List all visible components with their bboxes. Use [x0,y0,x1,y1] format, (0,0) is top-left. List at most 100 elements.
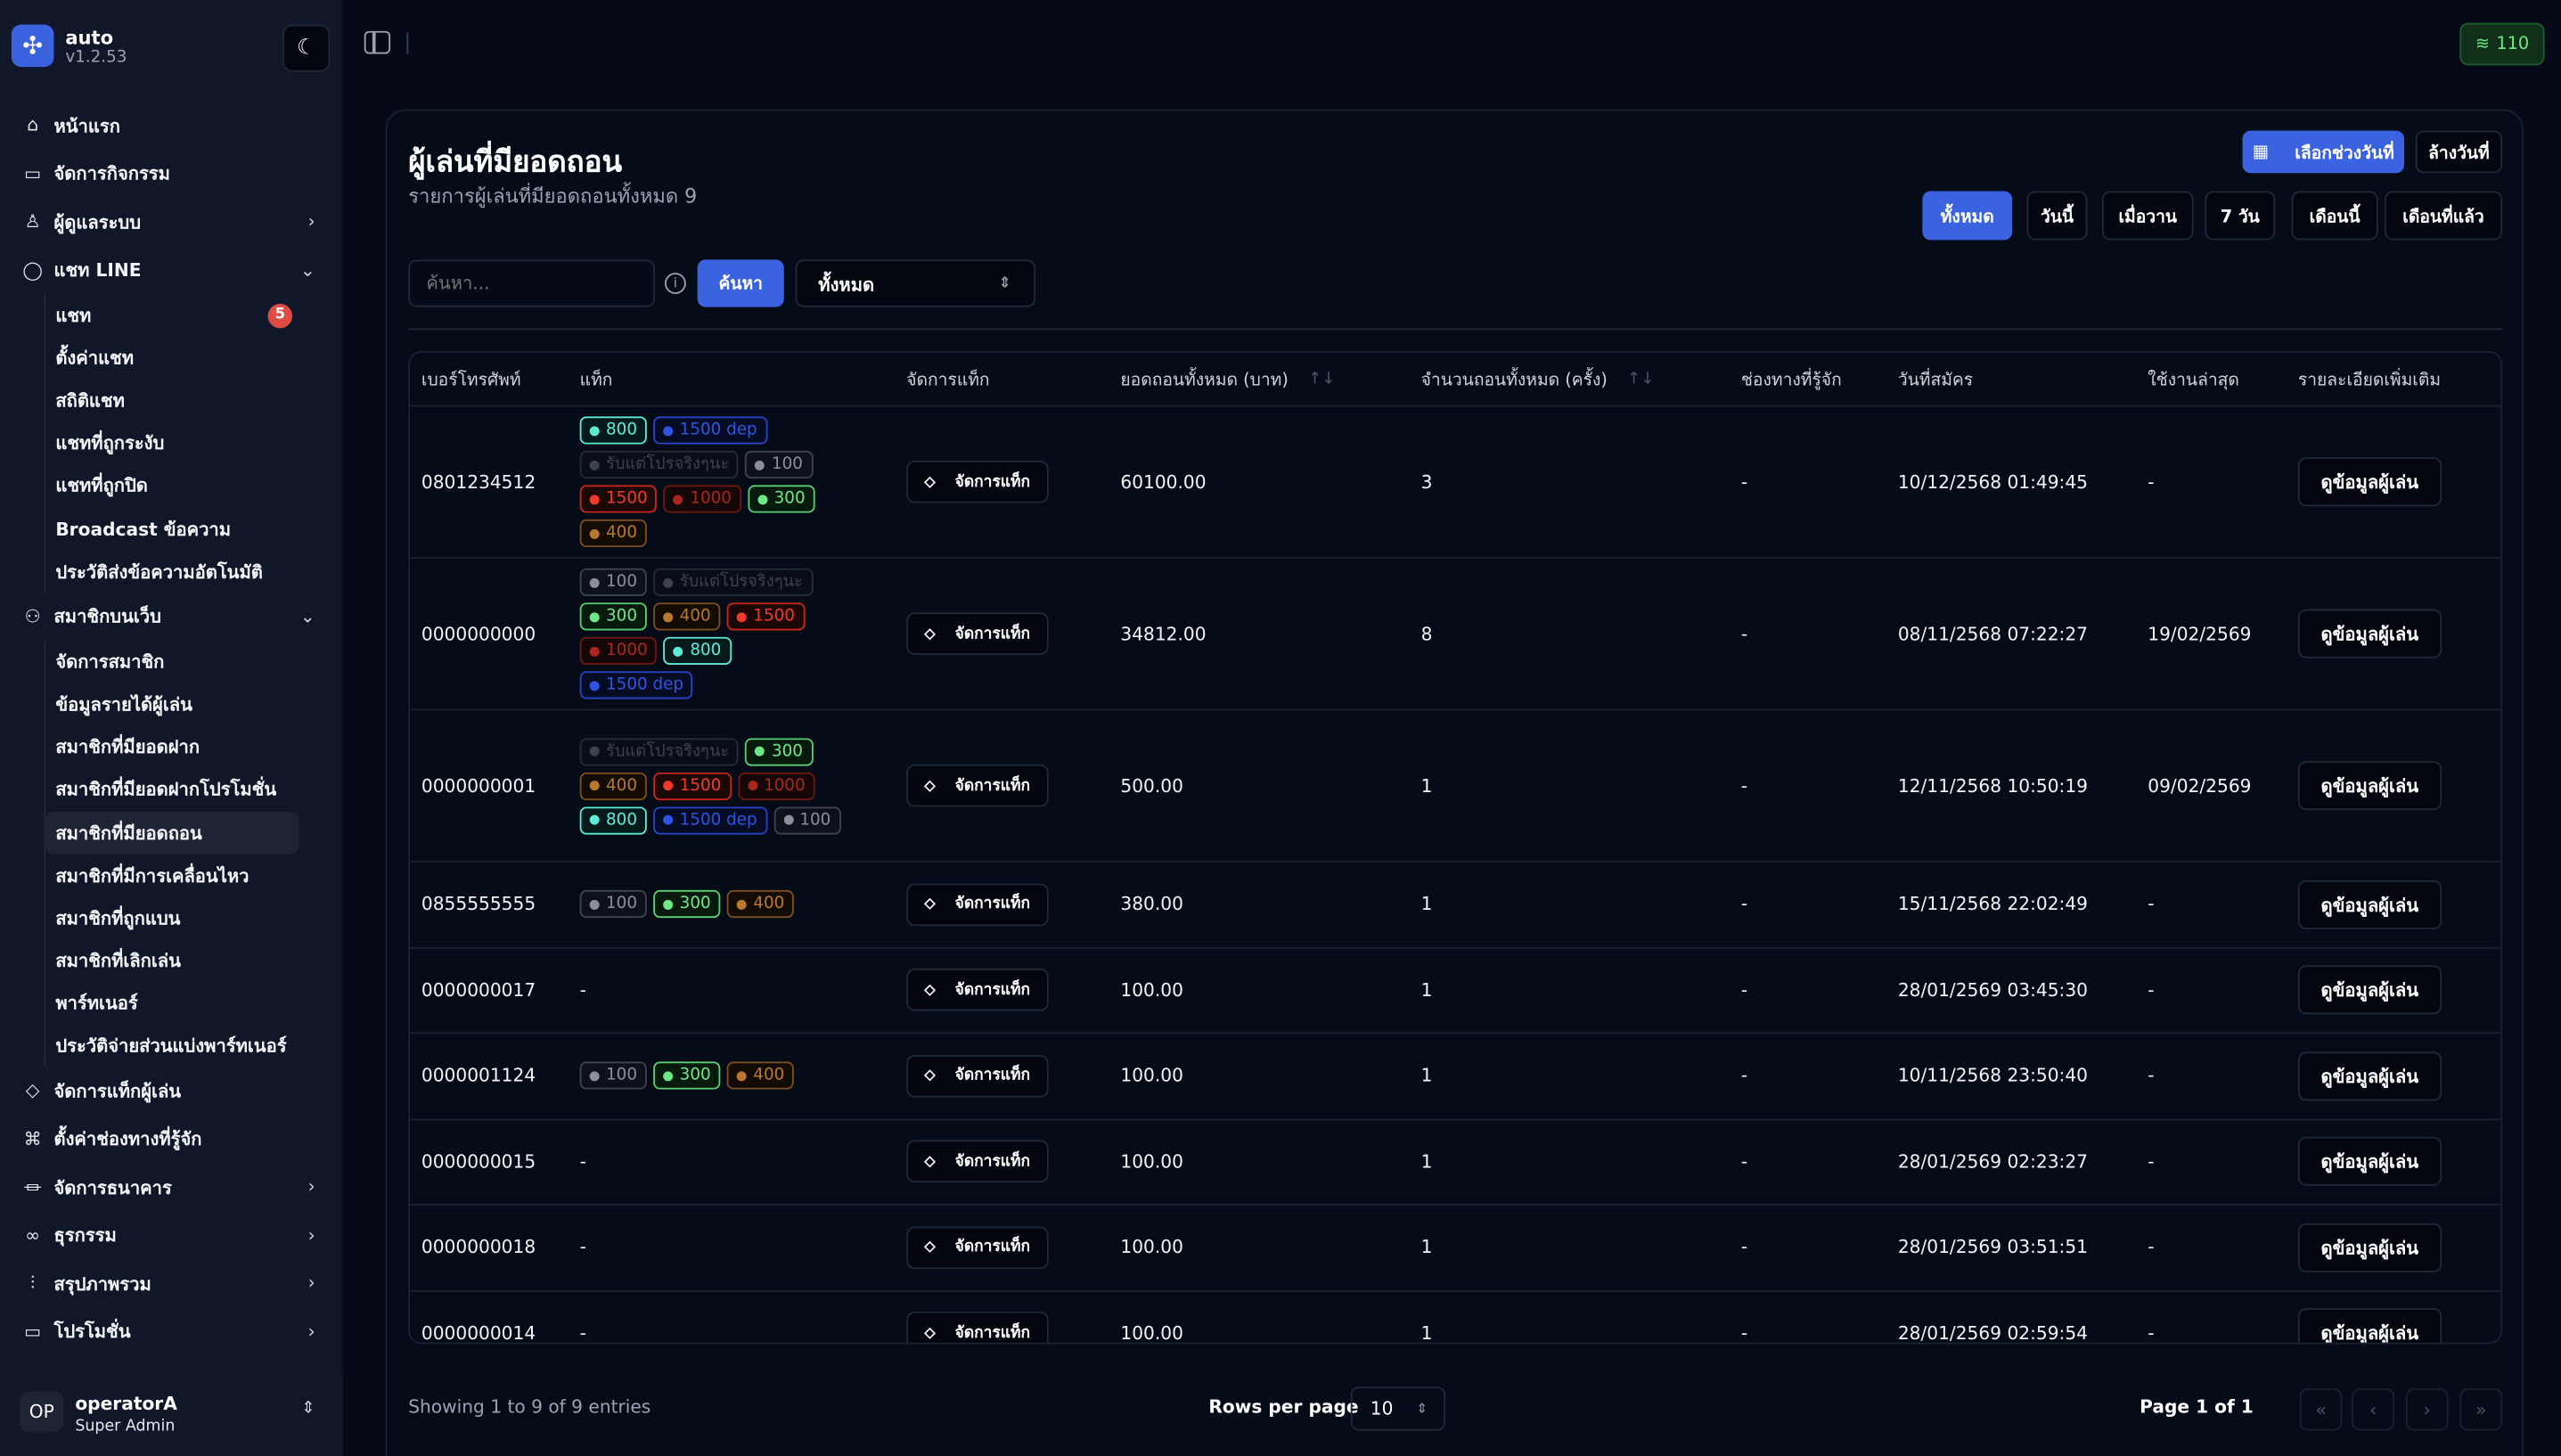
sidebar-subitem[interactable]: แชทที่ถูกปิด [45,464,299,507]
info-icon[interactable]: i [664,273,686,294]
sidebar-subitem[interactable]: ประวัติส่งข้อความอัตโนมัติ [45,550,299,593]
sidebar-item[interactable]: ⏛ จัดการธนาคาร › [0,1163,343,1211]
manage-tags-button[interactable]: ⬦ จัดการแท็ก [906,1054,1049,1098]
sidebar-item[interactable]: ⫶ สรุปภาพรวม › [0,1259,343,1307]
manage-tags-button[interactable]: ⬦ จัดการแท็ก [906,1312,1049,1343]
quick-filter-5[interactable]: เดือนที่แล้ว [2385,191,2503,241]
sidebar-item[interactable]: ▭ โปรโมชั่น › [0,1307,343,1355]
sidebar-subitem[interactable]: สมาชิกที่เลิกเล่น [45,939,299,982]
sidebar-subitem[interactable]: จัดการสมาชิก [45,641,299,683]
entries-summary: Showing 1 to 9 of 9 entries [408,1396,651,1418]
user-menu[interactable]: OP operatorA Super Admin ⇕ [0,1374,343,1456]
sort-icon[interactable]: ↑↓ [1626,370,1655,389]
sidebar-subitem[interactable]: สมาชิกที่มีการเคลื่อนไหว [45,854,299,896]
tag-dot-icon [673,494,683,504]
view-player-button[interactable]: ดูข้อมูลผู้เล่น [2297,1308,2442,1343]
last-page-button[interactable]: » [2459,1387,2503,1431]
sidebar-subitem[interactable]: สมาชิกที่มียอดฝากโปรโมชั่น [45,768,299,811]
rows-per-page-select[interactable]: 10 ⇕ [1350,1386,1446,1431]
next-page-button[interactable]: › [2405,1387,2449,1431]
manage-tags-button[interactable]: ⬦ จัดการแท็ก [906,969,1049,1012]
search-button[interactable]: ค้นหา [697,259,784,307]
quick-filter-0[interactable]: ทั้งหมด [1922,191,2013,241]
sidebar-subitem[interactable]: สมาชิกที่มียอดฝาก [45,725,299,768]
view-player-button[interactable]: ดูข้อมูลผู้เล่น [2297,1223,2442,1272]
cell-details: ดูข้อมูลผู้เล่น [2297,863,2442,946]
prev-page-button[interactable]: ‹ [2352,1387,2395,1431]
app-logo-icon[interactable]: ✣ [11,24,54,68]
cell-amount: 500.00 [1120,710,1183,861]
sidebar-subitem[interactable]: Broadcast ข้อความ [45,507,299,550]
clear-date-button[interactable]: ล้างวันที่ [2415,130,2503,174]
sidebar-item[interactable]: ⚇ สมาชิกบนเว็บ ⌄ [0,593,343,641]
players-table: เบอร์โทรศัพท์ แท็ก จัดการแท็ก ยอดถอนทั้งหมด… [408,351,2503,1345]
phone-number: 0000000001 [421,774,536,797]
sidebar-subitem[interactable]: พาร์ทเนอร์ [45,981,299,1024]
sidebar-item[interactable]: ▭ จัดการกิจกรรม [0,150,343,198]
cell-registered: 10/11/2568 23:50:40 [1898,1034,2088,1117]
sidebar-subitem[interactable]: แชท 5 [45,294,299,337]
registered-date: 12/11/2568 10:50:19 [1897,774,2089,797]
sidebar-toggle-icon[interactable] [364,30,391,54]
view-player-button[interactable]: ดูข้อมูลผู้เล่น [2297,761,2442,811]
sidebar-subitem-label: แชทที่ถูกระงับ [55,433,165,455]
tag-label: 800 [606,811,638,830]
sidebar-item[interactable]: ♙ ผู้ดูแลระบบ › [0,198,343,246]
cell-phone: 0000000000 [421,559,536,709]
view-player-button[interactable]: ดูข้อมูลผู้เล่น [2297,879,2442,929]
column-header[interactable]: จำนวนถอนทั้งหมด (ครั้ง) ↑↓ [1421,353,1655,405]
filter-select[interactable]: ทั้งหมด ⇕ [795,259,1036,307]
sidebar-subitem[interactable]: ตั้งค่าแชท [45,337,299,380]
cell-count: 3 [1421,406,1433,557]
sidebar-item[interactable]: ⌘ ตั้งค่าช่องทางที่รู้จัก [0,1115,343,1163]
manage-tags-button[interactable]: ⬦ จัดการแท็ก [906,1226,1049,1269]
quick-filter-2[interactable]: เมื่อวาน [2101,191,2194,241]
manage-tags-button[interactable]: ⬦ จัดการแท็ก [906,883,1049,926]
sidebar-item[interactable]: ◯ แชท LINE ⌄ [0,246,343,294]
manage-tags-button[interactable]: ⬦ จัดการแท็ก [906,1140,1049,1183]
cell-count: 1 [1421,1034,1433,1117]
view-player-button[interactable]: ดูข้อมูลผู้เล่น [2297,1137,2442,1187]
table-row: 0000000000 100 รับแต่โปรจริงๆนะ 300 400 1500 1… [410,559,2501,711]
cell-amount: 100.00 [1120,1206,1183,1289]
sidebar-subitem[interactable]: ข้อมูลรายได้ผู้เล่น [45,683,299,726]
ticket-icon: ▭ [24,1321,42,1343]
sidebar-item[interactable]: ∞ ธุรกรรม › [0,1211,343,1259]
view-player-button[interactable]: ดูข้อมูลผู้เล่น [2297,1051,2442,1100]
tag-label: รับแต่โปรจริงๆนะ [606,455,730,474]
sidebar-item[interactable]: ◇ จัดการแท็กผู้เล่น [0,1067,343,1115]
quick-filter-1[interactable]: วันนี้ [2026,191,2088,241]
sidebar-subitem[interactable]: สมาชิกที่ถูกแบน [45,896,299,939]
quick-filter-3[interactable]: 7 วัน [2205,191,2276,241]
last-active: - [2148,1150,2155,1173]
view-player-button[interactable]: ดูข้อมูลผู้เล่น [2297,457,2442,507]
withdraw-count: 1 [1420,894,1433,915]
view-player-button[interactable]: ดูข้อมูลผู้เล่น [2297,609,2442,658]
search-input[interactable] [408,259,655,307]
app-name: auto [65,26,114,49]
view-player-button[interactable]: ดูข้อมูลผู้เล่น [2297,965,2442,1015]
quick-filter-4[interactable]: เดือนนี้ [2291,191,2378,241]
pick-date-range-button[interactable]: ▦ เลือกช่วงวันที่ [2242,130,2405,174]
registered-date: 28/01/2569 03:45:30 [1897,979,2089,1002]
withdraw-count: 8 [1420,623,1433,645]
withdraw-count: 1 [1420,1236,1433,1258]
sidebar-subitem[interactable]: สถิติแชท [45,380,299,422]
first-page-button[interactable]: « [2299,1387,2343,1431]
sidebar-subitem[interactable]: สมาชิกที่มียอดถอน [45,811,299,854]
manage-tags-button[interactable]: ⬦ จัดการแท็ก [906,612,1049,655]
sort-icon[interactable]: ↑↓ [1307,370,1336,389]
manage-tags-button[interactable]: ⬦ จัดการแท็ก [906,460,1049,503]
tag-icon: ⬦ [924,625,936,643]
sidebar-subitem[interactable]: ประวัติจ่ายส่วนแบ่งพาร์ทเนอร์ [45,1024,299,1067]
manage-tags-button[interactable]: ⬦ จัดการแท็ก [906,764,1049,807]
page-subtitle: รายการผู้เล่นที่มียอดถอนทั้งหมด 9 [408,184,698,208]
tag-label: 400 [753,1067,785,1085]
theme-toggle-button[interactable]: ☾ [282,24,331,72]
column-header[interactable]: ยอดถอนทั้งหมด (บาท) ↑↓ [1120,353,1335,405]
known-channel: - [1740,1150,1748,1173]
sidebar-subitem[interactable]: แชทที่ถูกระงับ [45,421,299,464]
cell-tags: - [580,1206,586,1289]
sidebar-item[interactable]: ⌂ หน้าแรก [0,102,343,150]
tag-badge: 300 [653,890,721,919]
